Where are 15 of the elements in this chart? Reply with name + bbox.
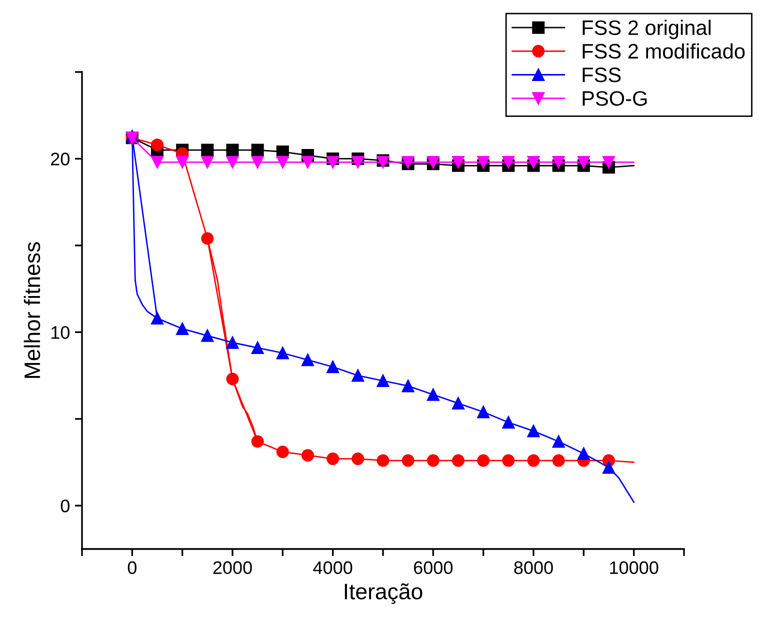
x-tick-label: 0 [128, 561, 136, 574]
y-tick-label: 10 [51, 326, 70, 339]
x-tick-label: 8000 [514, 561, 553, 574]
y-axis-title: Melhor fitness [24, 242, 40, 378]
legend-label: FSS 2 modificado [582, 43, 745, 59]
x-tick-label: 4000 [313, 561, 352, 574]
x-tick-label: 10000 [610, 561, 658, 574]
legend-label: FSS 2 original [582, 20, 711, 40]
legend-label: FSS [582, 67, 621, 82]
x-tick-label: 2000 [213, 561, 252, 574]
x-tick-label: 6000 [414, 561, 453, 574]
y-tick-label: 0 [60, 500, 70, 512]
legend-label: PSO-G [582, 91, 647, 106]
y-tick-label: 20 [51, 152, 70, 166]
x-axis-title: Iteração [344, 583, 422, 604]
